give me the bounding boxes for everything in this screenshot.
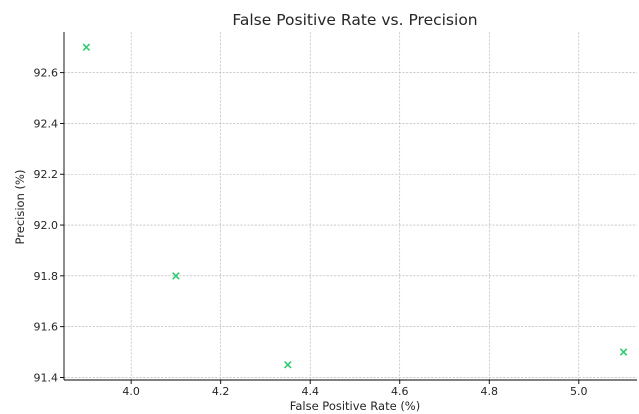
scatter-point [172, 272, 180, 280]
x-tick-label: 4.4 [301, 385, 319, 398]
scatter-point [284, 360, 292, 369]
x-tick-label: 5.0 [570, 385, 588, 398]
y-tick-label: 91.6 [34, 321, 59, 334]
y-tick-label: 92.4 [34, 117, 59, 130]
x-tick-label: 4.6 [391, 385, 409, 398]
y-tick-label: 92.0 [34, 219, 59, 232]
y-tick-label: 92.6 [34, 67, 59, 80]
x-tick-label: 4.0 [122, 385, 140, 398]
grid-layer [64, 32, 637, 380]
y-tick-label: 92.2 [34, 168, 59, 181]
scatter-point [619, 348, 628, 356]
axes-layer [63, 32, 637, 381]
x-tick-label: 4.8 [481, 385, 499, 398]
y-tick-label: 91.8 [34, 270, 59, 283]
x-tick-label: 4.2 [212, 385, 230, 398]
y-axis-label: Precision (%) [13, 170, 27, 245]
y-tick-label: 91.4 [34, 371, 59, 384]
chart-title: False Positive Rate vs. Precision [232, 11, 477, 29]
scatter-point [82, 43, 91, 52]
ticks-layer: 4.0 4.2 4.4 4.6 4.8 5.0 91.4 91.6 91.8 92.0 92.2 92… [34, 67, 588, 398]
points-layer [82, 43, 628, 369]
x-axis-label: False Positive Rate (%) [290, 399, 420, 413]
